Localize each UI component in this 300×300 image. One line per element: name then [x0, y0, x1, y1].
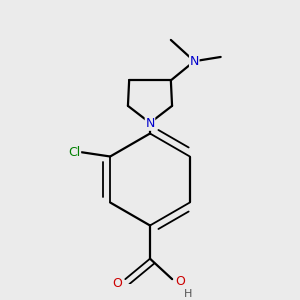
Text: N: N: [190, 55, 199, 68]
Text: Cl: Cl: [68, 146, 80, 159]
Text: N: N: [145, 117, 155, 130]
Text: O: O: [175, 275, 185, 288]
Text: H: H: [184, 289, 193, 299]
Text: O: O: [113, 277, 123, 290]
